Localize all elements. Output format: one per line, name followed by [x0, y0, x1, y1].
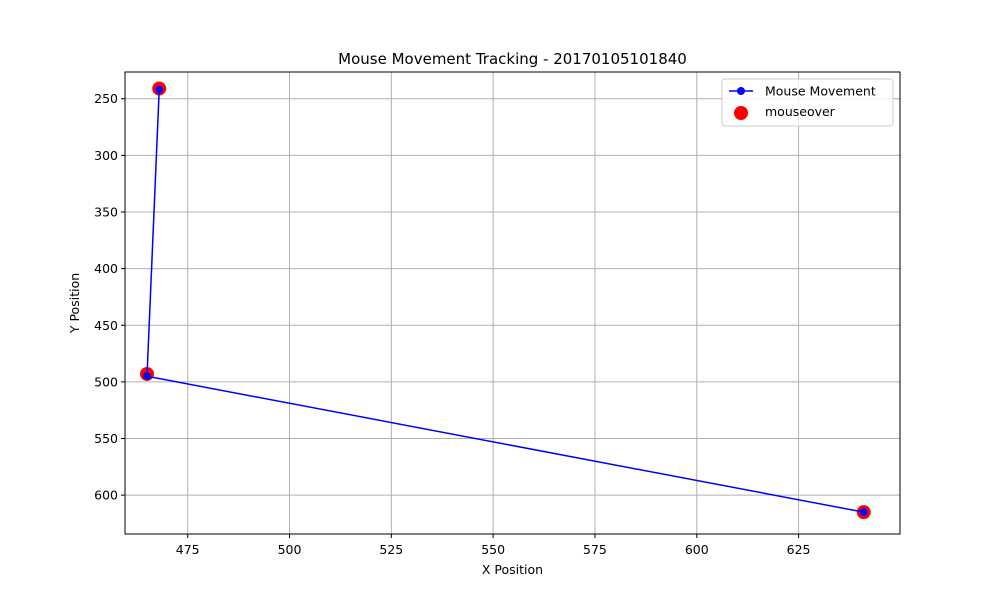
x-tick-label: 550 — [481, 542, 505, 557]
legend: Mouse Movement mouseover — [721, 78, 894, 127]
legend-box — [721, 78, 894, 127]
mouse-movement-marker — [859, 508, 868, 517]
series-layer — [139, 81, 871, 520]
x-tick-label: 575 — [583, 542, 607, 557]
y-tick-label: 400 — [94, 261, 118, 276]
x-tick-label: 625 — [787, 542, 811, 557]
x-tick-label: 600 — [685, 542, 709, 557]
y-tick-label: 300 — [94, 148, 118, 163]
plot-frame — [124, 71, 901, 535]
mouse-movement-marker — [155, 85, 164, 94]
chart-title: Mouse Movement Tracking - 20170105101840 — [338, 50, 687, 68]
x-tick-label: 500 — [278, 542, 302, 557]
y-tick-label: 500 — [94, 374, 118, 389]
grid — [125, 72, 900, 534]
x-tick-label: 525 — [379, 542, 403, 557]
y-axis-label: Y Position — [67, 273, 82, 334]
y-tick-label: 600 — [94, 488, 118, 503]
y-tick-label: 550 — [94, 431, 118, 446]
legend-mouse-movement-label: Mouse Movement — [765, 84, 876, 99]
ticks: 475 500 525 550 575 600 625 250 300 350 400 450 500 5… — [94, 91, 810, 557]
legend-mouseover-marker — [734, 106, 748, 120]
mouse-movement-marker — [142, 372, 151, 381]
x-tick-label: 475 — [176, 542, 200, 557]
legend-mouseover-label: mouseover — [765, 104, 836, 119]
x-axis-label: X Position — [482, 562, 543, 577]
y-tick-label: 450 — [94, 318, 118, 333]
legend-mouse-movement-marker — [737, 87, 745, 95]
y-tick-label: 350 — [94, 204, 118, 219]
y-tick-label: 250 — [94, 91, 118, 106]
plot-area — [125, 72, 900, 534]
